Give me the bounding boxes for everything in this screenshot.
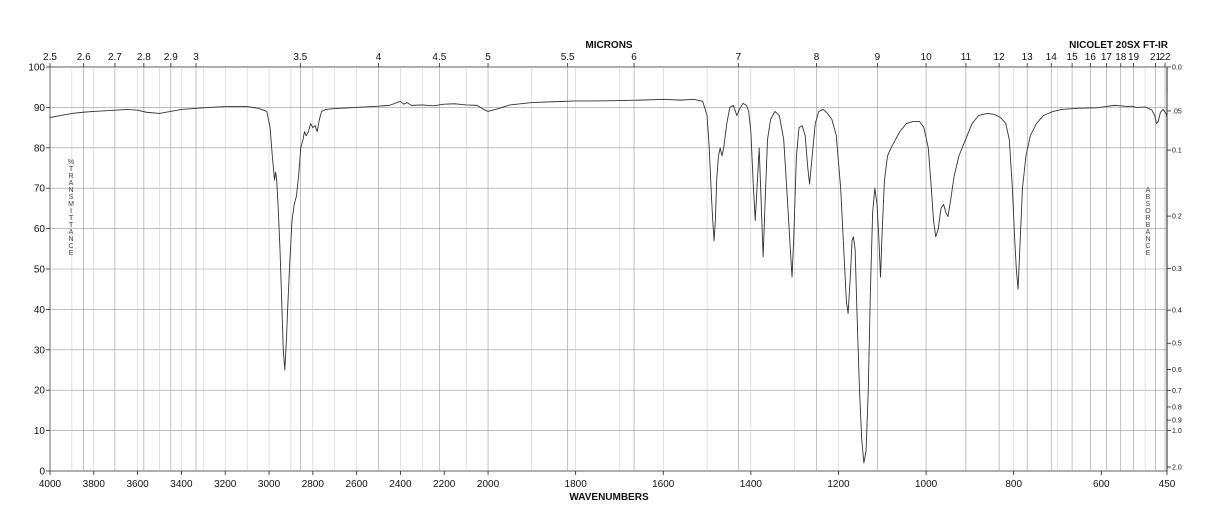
x-tick-label: 2800 xyxy=(302,479,325,490)
x-tick-label: 2400 xyxy=(389,479,412,490)
chart-grid xyxy=(49,66,1167,472)
x-tick-label: 2200 xyxy=(433,479,456,490)
x-tick-label: 450 xyxy=(1159,479,1176,490)
micron-tick-label: 9 xyxy=(875,52,881,63)
y-tick-label: 20 xyxy=(34,386,46,397)
micron-tick-label: 11 xyxy=(961,52,972,63)
micron-tick-label: 22 xyxy=(1159,52,1171,63)
micron-tick-label: 2.8 xyxy=(137,52,151,63)
x-tick-label: 1400 xyxy=(740,479,763,490)
micron-tick-label: 12 xyxy=(994,52,1006,63)
micron-tick-label: 5 xyxy=(485,52,491,63)
y-tick-label: 100 xyxy=(28,63,45,74)
y-tick-label: 90 xyxy=(34,103,46,114)
instrument-label: NICOLET 20SX FT-IR xyxy=(1069,40,1169,51)
y-tick-label: 0 xyxy=(39,467,45,478)
absorbance-tick-label: 0.2 xyxy=(1172,214,1182,221)
micron-tick-label: 21 xyxy=(1150,52,1162,63)
y-tick-label: 10 xyxy=(34,426,46,437)
y-tick-label: 80 xyxy=(34,143,46,154)
right-axis-title: ABSORBANCE xyxy=(1144,187,1151,257)
micron-tick-label: 17 xyxy=(1101,52,1113,63)
micron-tick-label: 10 xyxy=(921,52,933,63)
y-tick-label: 70 xyxy=(34,184,46,195)
micron-tick-label: 2.9 xyxy=(164,52,178,63)
micron-tick-label: 13 xyxy=(1022,52,1034,63)
chart-ticks xyxy=(46,63,1171,475)
absorbance-tick-label: 0.5 xyxy=(1172,341,1182,348)
x-tick-label: 800 xyxy=(1005,479,1022,490)
x-tick-label: 1600 xyxy=(652,479,675,490)
absorbance-tick-label: 2.0 xyxy=(1172,464,1182,471)
absorbance-tick-label: 0.1 xyxy=(1172,148,1182,155)
x-tick-label: 3600 xyxy=(126,479,149,490)
x-tick-label: 600 xyxy=(1093,479,1110,490)
x-tick-label: 3000 xyxy=(258,479,281,490)
absorbance-tick-label: .05 xyxy=(1172,108,1182,115)
micron-tick-label: 3.5 xyxy=(293,52,307,63)
absorbance-tick-label: 0.6 xyxy=(1172,367,1182,374)
micron-tick-label: 15 xyxy=(1067,52,1079,63)
absorbance-tick-label: 1.0 xyxy=(1172,428,1182,435)
micron-tick-label: 18 xyxy=(1115,52,1127,63)
micron-tick-label: 2.6 xyxy=(77,52,91,63)
absorbance-tick-label: 0.9 xyxy=(1172,418,1182,425)
y-tick-label: 40 xyxy=(34,305,46,316)
x-tick-label: 2600 xyxy=(346,479,369,490)
micron-tick-label: 4 xyxy=(376,52,382,63)
x-tick-label: 4000 xyxy=(39,479,62,490)
micron-tick-label: 14 xyxy=(1046,52,1058,63)
absorbance-tick-label: 0.7 xyxy=(1172,388,1182,395)
y-tick-label: 30 xyxy=(34,345,46,356)
x-tick-label: 1000 xyxy=(915,479,938,490)
absorbance-tick-label: 0.3 xyxy=(1172,266,1182,273)
micron-tick-label: 6 xyxy=(631,52,637,63)
micron-tick-label: 8 xyxy=(814,52,820,63)
absorbance-tick-label: 0.0 xyxy=(1172,65,1182,72)
x-tick-label: 2000 xyxy=(477,479,500,490)
x-tick-label: 1200 xyxy=(827,479,850,490)
micron-tick-label: 2.5 xyxy=(43,52,57,63)
top-axis-title: MICRONS xyxy=(585,40,633,51)
absorbance-tick-label: 0.8 xyxy=(1172,404,1182,411)
spectrum-line xyxy=(49,93,1168,464)
x-tick-label: 3800 xyxy=(83,479,106,490)
x-tick-label: 3200 xyxy=(214,479,237,490)
y-tick-label: 50 xyxy=(34,265,46,276)
micron-tick-label: 19 xyxy=(1128,52,1140,63)
absorbance-tick-label: 0.4 xyxy=(1172,308,1182,315)
x-tick-label: 1800 xyxy=(565,479,588,490)
x-tick-label: 3400 xyxy=(170,479,193,490)
micron-tick-label: 3 xyxy=(193,52,199,63)
micron-tick-label: 4.5 xyxy=(432,52,446,63)
bottom-axis-title: WAVENUMBERS xyxy=(569,492,649,503)
y-tick-label: 60 xyxy=(34,224,46,235)
left-axis-title: %TRANSMITTANCE xyxy=(67,159,74,257)
micron-tick-label: 5.5 xyxy=(561,52,575,63)
micron-tick-label: 7 xyxy=(736,52,742,63)
micron-tick-label: 16 xyxy=(1085,52,1097,63)
micron-tick-label: 2.7 xyxy=(108,52,122,63)
